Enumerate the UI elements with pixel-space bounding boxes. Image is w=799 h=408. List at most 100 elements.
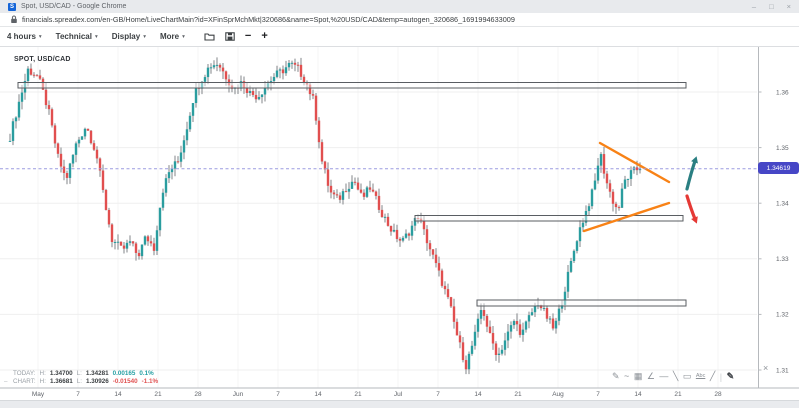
candle-body bbox=[416, 218, 420, 220]
time-axis-label[interactable]: 28 bbox=[714, 391, 722, 398]
candle-body bbox=[35, 75, 39, 77]
candle-body bbox=[152, 243, 156, 251]
candle-body bbox=[491, 333, 495, 344]
candle-body bbox=[638, 168, 642, 171]
close-button[interactable]: × bbox=[786, 1, 791, 11]
time-axis-label[interactable]: 21 bbox=[354, 391, 362, 398]
candle-body bbox=[599, 154, 603, 166]
candle-body bbox=[479, 310, 483, 319]
price-chart-canvas[interactable]: 1.36 1.35 1.34 1.33 1.32 1.31 May 7 14 21 28 Jun 7 14… bbox=[0, 47, 799, 400]
candle-body bbox=[215, 64, 219, 66]
time-axis-label[interactable]: 7 bbox=[436, 391, 440, 398]
candle-body bbox=[557, 308, 561, 321]
time-axis-label[interactable]: 14 bbox=[314, 391, 322, 398]
maximize-button[interactable]: □ bbox=[769, 1, 774, 11]
time-axis-label[interactable]: May bbox=[32, 391, 45, 398]
time-axis-label[interactable]: 14 bbox=[634, 391, 642, 398]
price-axis-label[interactable]: 1.32 bbox=[776, 312, 789, 319]
time-axis-label[interactable]: 28 bbox=[194, 391, 202, 398]
current-price-badge: 1.34619 bbox=[758, 162, 799, 174]
candle-body bbox=[425, 229, 429, 244]
candle-body bbox=[380, 209, 384, 218]
drawing-toolbar-close-icon[interactable]: × bbox=[763, 363, 769, 373]
price-axis-label[interactable]: 1.36 bbox=[776, 89, 789, 96]
more-menu[interactable]: More ▾ bbox=[159, 32, 185, 41]
chart-area[interactable]: 1.36 1.35 1.34 1.33 1.32 1.31 May 7 14 21 28 Jun 7 14… bbox=[0, 47, 799, 400]
candle-body bbox=[263, 87, 267, 95]
candle-body bbox=[392, 229, 396, 232]
time-axis-label[interactable]: 21 bbox=[514, 391, 522, 398]
candle-body bbox=[488, 326, 492, 334]
open-layout-button[interactable] bbox=[204, 32, 215, 41]
pencil-icon[interactable]: ✎ bbox=[726, 371, 735, 381]
price-axis-label[interactable]: 1.34 bbox=[776, 201, 789, 208]
candle-body bbox=[26, 68, 30, 82]
time-axis-label[interactable]: Jun bbox=[233, 391, 244, 398]
diagonal-line-icon[interactable]: ╱ bbox=[709, 371, 716, 381]
candle-body bbox=[59, 153, 63, 167]
angle-lines-icon[interactable]: ∠ bbox=[646, 371, 655, 381]
candle-body bbox=[473, 331, 477, 346]
candle-body bbox=[353, 181, 357, 183]
candle-body bbox=[74, 143, 78, 155]
time-axis-label[interactable]: Jul bbox=[394, 391, 403, 398]
candle-body bbox=[305, 82, 309, 85]
time-axis-label[interactable]: 7 bbox=[596, 391, 600, 398]
candle-body bbox=[587, 206, 591, 211]
bearish-arrow bbox=[685, 194, 697, 221]
price-axis-label[interactable]: 1.33 bbox=[776, 256, 789, 263]
candle-body bbox=[497, 353, 501, 355]
candle-body bbox=[83, 128, 87, 137]
candle-body bbox=[53, 125, 57, 144]
symbol-label: SPOT, USD/CAD bbox=[14, 56, 71, 63]
candle-body bbox=[524, 321, 528, 330]
price-axis-label[interactable]: 1.31 bbox=[776, 367, 789, 374]
candle-body bbox=[395, 229, 399, 239]
url-bar[interactable]: financials.spreadex.com/en-GB/Home/LiveC… bbox=[0, 13, 799, 27]
candle-body bbox=[419, 218, 423, 222]
save-button[interactable] bbox=[225, 32, 235, 41]
today-change-pct: 0.1% bbox=[139, 370, 154, 377]
zoom-in-button[interactable]: + bbox=[261, 30, 268, 42]
rectangle-icon[interactable]: ▭ bbox=[682, 371, 692, 381]
grid-icon[interactable]: ▦ bbox=[633, 371, 643, 381]
candle-body bbox=[14, 117, 18, 122]
pen-icon[interactable]: ✎ bbox=[612, 371, 620, 381]
today-change: 0.00165 bbox=[112, 370, 136, 377]
candle-body bbox=[521, 329, 525, 335]
technical-menu[interactable]: Technical ▾ bbox=[55, 32, 98, 41]
candle-body bbox=[572, 250, 576, 261]
time-axis-label[interactable]: 7 bbox=[76, 391, 80, 398]
url-text: financials.spreadex.com/en-GB/Home/LiveC… bbox=[22, 15, 515, 24]
minimize-button[interactable]: – bbox=[751, 1, 757, 11]
candle-body bbox=[131, 241, 135, 244]
time-axis-label[interactable]: 7 bbox=[276, 391, 280, 398]
display-menu[interactable]: Display ▾ bbox=[111, 32, 146, 41]
text-tool-icon[interactable]: Abc bbox=[695, 372, 706, 379]
candle-body bbox=[86, 128, 90, 131]
time-axis-label[interactable]: 21 bbox=[154, 391, 162, 398]
candle-body bbox=[221, 67, 225, 72]
time-axis-label[interactable]: 14 bbox=[114, 391, 122, 398]
candle-body bbox=[164, 178, 168, 193]
zoom-out-button[interactable]: − bbox=[244, 30, 252, 42]
candle-body bbox=[623, 179, 627, 189]
time-axis-label[interactable]: Aug bbox=[552, 391, 564, 398]
legend-toggle-icon[interactable]: – bbox=[4, 378, 8, 386]
interval-menu[interactable]: 4 hours ▾ bbox=[7, 32, 42, 41]
candle-body bbox=[464, 360, 468, 370]
candle-body bbox=[158, 207, 162, 231]
curve-tool-icon[interactable]: ~ bbox=[624, 371, 630, 381]
candle-body bbox=[167, 172, 171, 179]
candle-body bbox=[71, 154, 75, 164]
bullish-arrow bbox=[685, 159, 697, 191]
price-axis-label[interactable]: 1.35 bbox=[776, 145, 789, 152]
chart-legend: TODAY: H: 1.34700 L: 1.34281 0.00165 0.1… bbox=[4, 370, 162, 387]
time-axis-label[interactable]: 14 bbox=[474, 391, 482, 398]
candle-body bbox=[23, 81, 27, 93]
trendline-icon[interactable]: ╲ bbox=[672, 371, 679, 381]
candle-body bbox=[626, 178, 630, 180]
candle-body bbox=[407, 233, 411, 236]
horizontal-line-icon[interactable]: — bbox=[659, 371, 669, 381]
time-axis-label[interactable]: 21 bbox=[674, 391, 682, 398]
